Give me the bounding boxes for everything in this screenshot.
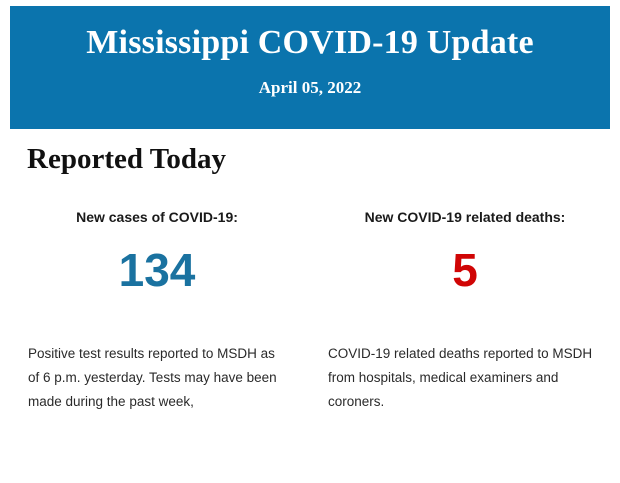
header-banner: Mississippi COVID-19 Update April 05, 20… [10,6,610,129]
note-new-deaths: COVID-19 related deaths reported to MSDH… [310,342,610,414]
stat-card-new-cases: New cases of COVID-19: 134 [10,208,310,295]
stat-label-new-deaths: New COVID-19 related deaths: [364,209,566,225]
notes-row: Positive test results reported to MSDH a… [10,342,610,414]
page-title: Mississippi COVID-19 Update [86,24,534,61]
stat-card-new-deaths: New COVID-19 related deaths: 5 [310,208,610,295]
stat-value-new-cases: 134 [118,244,196,296]
report-date: April 05, 2022 [258,78,362,97]
note-text-new-deaths: COVID-19 related deaths reported to MSDH… [328,346,593,409]
note-new-cases: Positive test results reported to MSDH a… [10,342,310,414]
stat-value-new-deaths: 5 [452,244,478,296]
note-text-new-cases: Positive test results reported to MSDH a… [28,346,277,409]
stats-row: New cases of COVID-19: 134 New COVID-19 … [10,208,610,295]
section-heading-reported-today: Reported Today [27,143,227,175]
stat-label-new-cases: New cases of COVID-19: [76,209,238,225]
